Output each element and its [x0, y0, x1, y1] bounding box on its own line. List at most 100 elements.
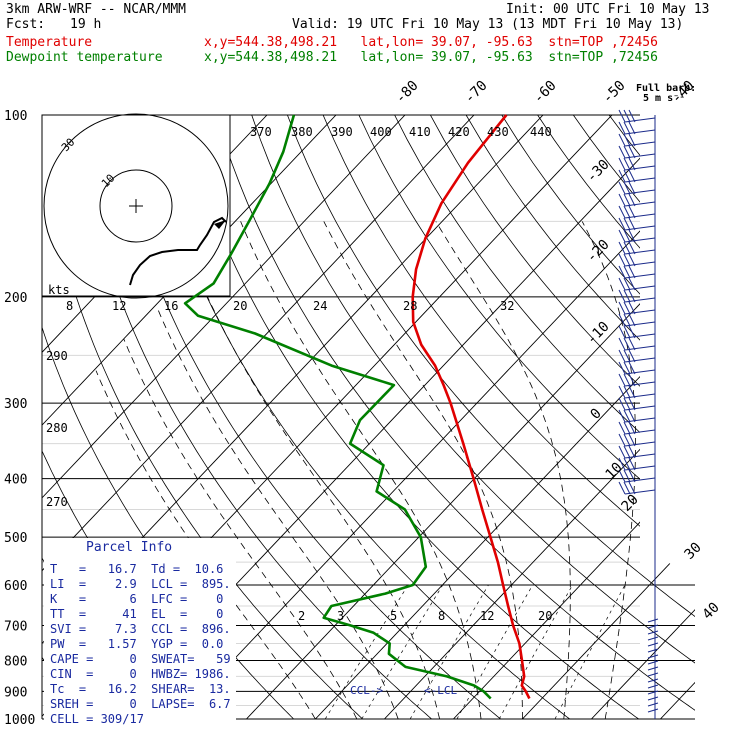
wind-barb	[618, 289, 656, 303]
barb-key-line1: Full barb:	[636, 83, 697, 94]
barb-feather	[623, 133, 631, 147]
barb-feather	[628, 349, 636, 363]
isotherm-label: 20	[619, 492, 642, 515]
mixing-ratio-line	[361, 584, 444, 719]
mixing-ratio-label: 20	[538, 609, 552, 623]
barb-feather	[618, 433, 626, 447]
barb-feather	[618, 145, 626, 159]
wind-barb	[618, 145, 656, 159]
barb-feather	[618, 445, 626, 459]
wind-barb	[618, 325, 656, 339]
dry-adiabat-line	[215, 115, 695, 719]
isotherm-line	[522, 115, 695, 719]
pressure-tick-label: 100	[4, 109, 27, 124]
barb-feather	[618, 325, 626, 339]
barb-feather	[628, 433, 636, 447]
isotherm-label: 30	[682, 540, 705, 563]
wind-barb	[618, 253, 656, 267]
barb-feather	[623, 421, 631, 435]
wind-barb	[618, 301, 656, 315]
mixing-ratio-label: 2	[298, 609, 305, 623]
barb-feather	[628, 181, 636, 195]
parcel-row: TT = 41 EL = 0	[50, 607, 224, 621]
barb-feather	[618, 109, 626, 123]
barb-feather	[623, 373, 631, 387]
dry-adiabat-line	[72, 115, 432, 719]
isotherm-label: -60	[531, 78, 560, 107]
barb-feather	[623, 385, 631, 399]
barb-feather	[628, 445, 636, 459]
barb-feather	[628, 193, 636, 207]
barb-feather	[628, 121, 636, 135]
isotherm-line	[246, 115, 695, 719]
barb-feather	[628, 421, 636, 435]
dry-adiabat-line	[537, 115, 695, 719]
pressure-tick-label: 300	[4, 397, 27, 412]
isotherm-label: -10	[584, 319, 613, 348]
parcel-row: K = 6 LFC = 0	[50, 592, 224, 606]
isotherm-label: -80	[393, 78, 422, 107]
hodograph-trace	[129, 216, 227, 286]
barb-feather	[623, 157, 631, 171]
init-time: Init: 00 UTC Fri 10 May 13	[506, 2, 710, 17]
theta-label: 270	[46, 495, 68, 509]
hodograph-arrowhead	[214, 220, 226, 229]
isotherm-line	[453, 115, 695, 719]
dry-adiabat-line	[287, 115, 695, 719]
hodograph-speed-label: 12	[112, 299, 126, 313]
pressure-tick-label: 800	[4, 654, 27, 669]
barb-feather	[618, 457, 626, 471]
barb-feather	[618, 277, 626, 291]
moist-adiabat-line	[123, 338, 358, 719]
barb-feather	[618, 133, 626, 147]
surface-barb	[647, 636, 659, 641]
wind-barb	[618, 481, 656, 495]
isotherm-line	[384, 115, 695, 719]
barb-feather	[623, 265, 631, 279]
barb-feather	[628, 277, 636, 291]
dry-adiabat-line	[716, 115, 740, 719]
barb-feather	[618, 217, 626, 231]
surface-barb	[647, 648, 659, 653]
wind-barb	[618, 421, 656, 435]
surface-barb	[647, 708, 659, 713]
barb-feather	[623, 109, 631, 123]
barb-feather	[623, 277, 631, 291]
barb-feather	[618, 469, 626, 483]
valid-time: Valid: 19 UTC Fri 10 May 13 (13 MDT Fri …	[292, 17, 684, 32]
barb-feather	[623, 445, 631, 459]
barb-feather	[623, 397, 631, 411]
ccl-label: CCL->	[350, 684, 383, 697]
barb-feather	[628, 217, 636, 231]
lcl-label: <-LCL	[424, 684, 457, 697]
dry-adiabat-line	[144, 115, 570, 719]
barb-feather	[623, 241, 631, 255]
barb-feather	[628, 289, 636, 303]
pressure-tick-label: 700	[4, 619, 27, 634]
wind-barb	[618, 385, 656, 399]
theta-label: 380	[291, 125, 313, 139]
wind-barb	[618, 373, 656, 387]
dry-adiabat-line	[358, 115, 695, 719]
barb-feather	[623, 457, 631, 471]
theta-label: 280	[46, 421, 68, 435]
barb-feather	[623, 361, 631, 375]
hodograph-speed-label: 32	[500, 299, 514, 313]
parcel-row: CIN = 0 HWBZ= 1986.	[50, 667, 231, 681]
wind-barb	[618, 205, 656, 219]
wind-barb	[618, 409, 656, 423]
parcel-row: PW = 1.57 YGP = 0.0	[50, 637, 224, 651]
wind-barb	[618, 181, 656, 195]
parcel-row: CAPE = 0 SWEAT= 59	[50, 652, 231, 666]
barb-feather	[618, 241, 626, 255]
moist-adiabat-line	[240, 221, 482, 719]
hodograph-speed-label: 28	[403, 299, 417, 313]
mixing-ratio-label: 8	[438, 609, 445, 623]
mixing-ratio-label: 3	[337, 609, 344, 623]
barb-feather	[623, 469, 631, 483]
isotherm-line	[42, 115, 475, 719]
wind-barb	[618, 277, 656, 291]
mixing-ratio-label: 5	[390, 609, 397, 623]
wind-barb	[618, 217, 656, 231]
